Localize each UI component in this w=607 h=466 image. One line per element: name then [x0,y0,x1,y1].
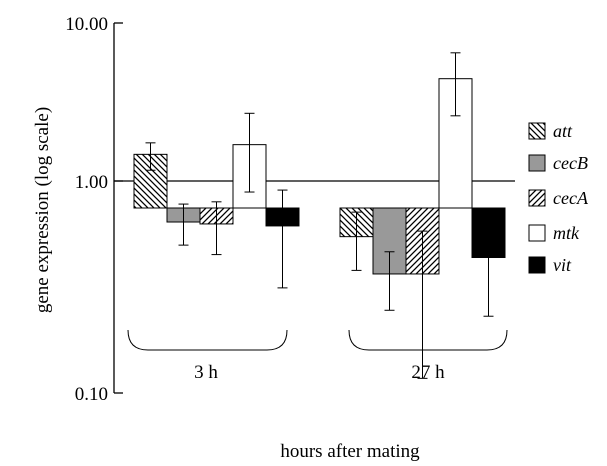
legend-swatch-att [528,122,546,140]
group-label-27h: 27 h [411,362,445,383]
group-label-3h: 3 h [194,362,218,383]
legend-label-mtk: mtk [553,223,580,243]
legend-label-vit: vit [553,255,572,275]
legend-swatch-cecB [528,154,546,172]
error-bar-cecA-1 [417,230,428,379]
error-bar-att-0 [145,142,156,171]
legend-label-cecA: cecA [553,188,589,208]
error-bar-att-1 [351,211,362,271]
group-bracket-3h: 3 h [127,329,288,383]
error-bar-cecB-0 [178,203,189,246]
y-axis-title: gene expression (log scale) [32,107,53,313]
y-axis: 10.00 1.00 0.10 [65,14,123,405]
y-tick-label: 1.00 [75,172,108,193]
y-tick-label: 10.00 [65,14,108,35]
bracket-3h-shape [127,329,288,351]
error-bar-cecB-1 [384,251,395,311]
legend-swatch-vit [528,256,546,274]
error-bar-cecA-0 [211,201,222,256]
error-bar-vit-0 [277,189,288,289]
legend-swatch-cecA [528,189,546,207]
bars-layer [133,52,506,379]
legend: att cecB cecA mtk vit [528,121,589,275]
y-tick-label: 0.10 [75,384,108,405]
legend-label-att: att [553,121,573,141]
error-bar-mtk-1 [450,52,461,117]
bracket-27h-shape [348,329,508,351]
legend-swatch-mtk [528,224,546,242]
error-bar-vit-1 [483,207,494,317]
legend-label-cecB: cecB [553,153,588,173]
x-axis-title: hours after mating [280,441,420,462]
group-bracket-27h: 27 h [348,329,508,383]
error-bar-mtk-0 [244,112,255,193]
